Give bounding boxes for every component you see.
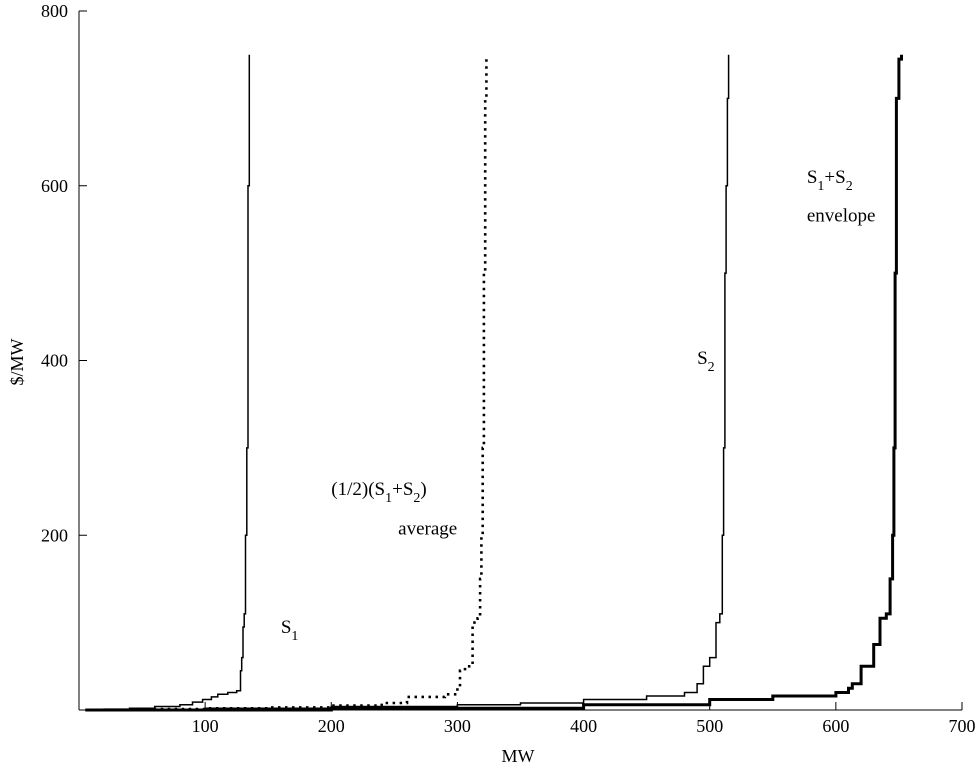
annotation-6: envelope bbox=[807, 206, 876, 227]
series-line-1 bbox=[85, 54, 251, 711]
y-tick-label: 600 bbox=[41, 176, 68, 196]
annotation-1: S1 bbox=[281, 617, 299, 644]
y-tick-label: 400 bbox=[41, 351, 68, 371]
y-tick-label: 200 bbox=[41, 525, 68, 545]
annotation-3: average bbox=[398, 518, 457, 539]
series-line-4 bbox=[85, 54, 903, 712]
x-tick-label: 400 bbox=[570, 716, 597, 736]
x-tick-label: 100 bbox=[192, 716, 219, 736]
annotation-5: S1+S2 bbox=[807, 167, 853, 194]
x-tick-label: 700 bbox=[949, 716, 976, 736]
y-tick-label: 800 bbox=[41, 1, 68, 21]
series-line-2 bbox=[91, 54, 488, 712]
tick-layer: 100 200 300 400 500 600 700 200 400 600 800 bbox=[41, 1, 976, 736]
series-layer bbox=[85, 54, 903, 712]
x-tick-label: 200 bbox=[318, 716, 345, 736]
annotation-layer: S1 (1/2)(S1+S2) average S2 S1+S2 envelope bbox=[281, 167, 876, 644]
x-tick-label: 600 bbox=[822, 716, 849, 736]
series-line-3 bbox=[97, 54, 730, 711]
plot-frame bbox=[78, 11, 962, 711]
x-tick-label: 300 bbox=[444, 716, 471, 736]
x-tick-label: 500 bbox=[696, 716, 723, 736]
x-axis-label: MW bbox=[502, 746, 535, 766]
annotation-2: (1/2)(S1+S2) bbox=[331, 479, 426, 506]
annotation-4: S2 bbox=[697, 348, 715, 375]
y-axis-label: $/MW bbox=[7, 338, 27, 385]
